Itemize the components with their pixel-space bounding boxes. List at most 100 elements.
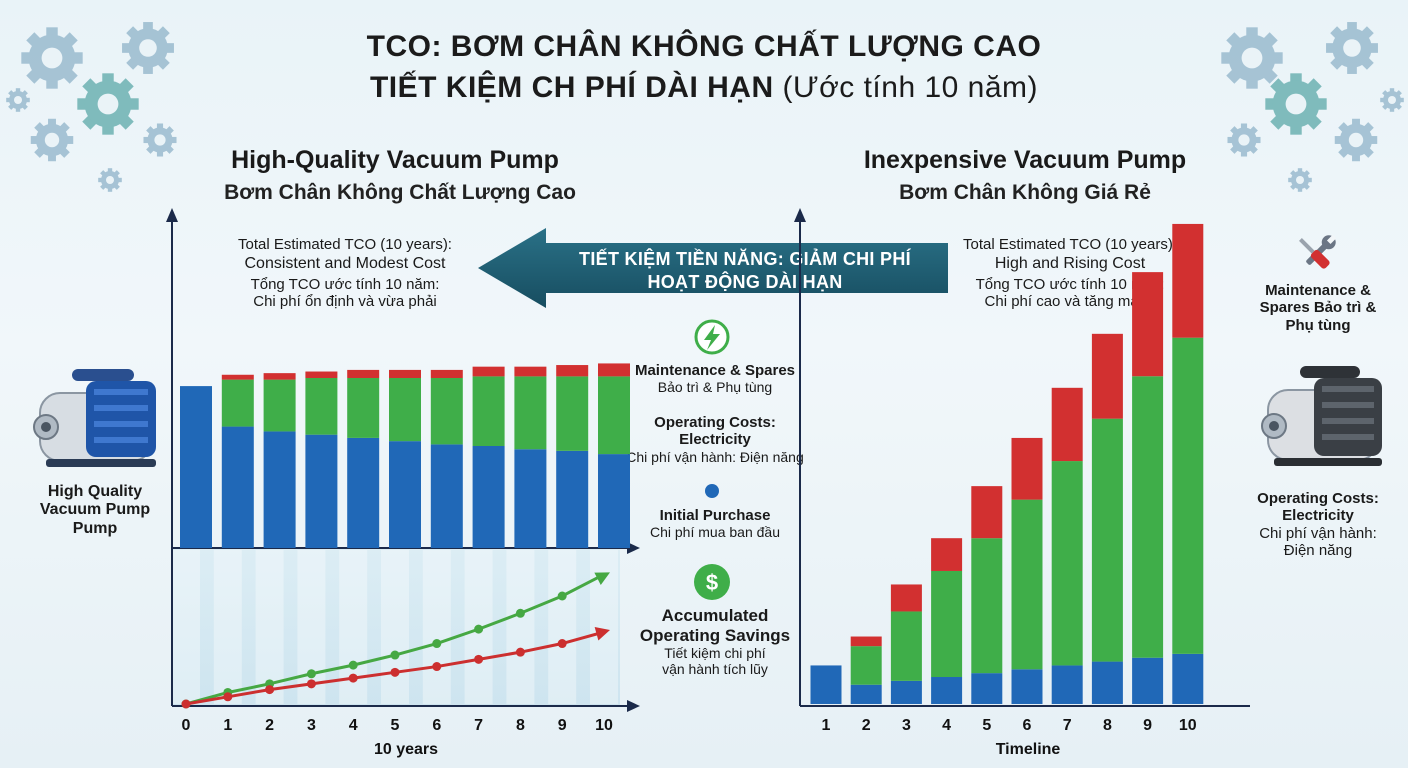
left-bar-operating-8	[514, 376, 547, 450]
left-panel-subtitle: Bơm Chân Không Chất Lượng Cao	[224, 181, 576, 204]
right-legend-operating-line-4: Điện năng	[1283, 541, 1353, 559]
right-x-tick-1: 1	[822, 717, 831, 734]
right-legend-operating-line-2: Electricity	[1282, 507, 1354, 525]
left-bar-operating-5	[389, 378, 421, 442]
left-bar-maintenance-5	[389, 369, 421, 378]
svg-text:$: $	[706, 570, 718, 595]
left-bar-operating-9	[556, 376, 589, 451]
left-x-tick-1: 1	[223, 717, 232, 734]
right-bar-maintenance-3	[890, 584, 922, 612]
left-bar-maintenance-7	[472, 366, 505, 377]
left-bar-initial-9	[556, 450, 589, 548]
right-y-axis-arrow-icon	[794, 208, 806, 222]
gear-icon	[98, 168, 122, 192]
right-legend-operating-line-1: Operating Costs:	[1257, 490, 1379, 507]
left-bar-initial-0	[180, 386, 212, 548]
right-bar-operating-5	[971, 538, 1003, 674]
right-bar-operating-2	[850, 646, 882, 685]
right-x-tick-4: 4	[942, 717, 951, 734]
pump-label-line-2: Vacuum Pump	[39, 501, 151, 519]
legend-savings: Accumulated Operating Savings Tiết kiệm …	[622, 606, 808, 677]
legend-savings-line-1: Accumulated	[661, 606, 769, 625]
right-bar-initial-9	[1132, 657, 1164, 704]
right-legend-maintenance-line-3: Phụ tùng	[1285, 316, 1351, 334]
legend-operating: Operating Costs: Electricity Chi phí vận…	[618, 414, 812, 465]
line-point-green-5	[390, 650, 400, 660]
line-point-red-2	[265, 685, 275, 695]
line-point-green-4	[348, 660, 358, 670]
line-point-green-6	[432, 639, 442, 649]
line-point-red-5	[390, 667, 400, 677]
left-note-line-3: Tổng TCO ước tính 10 năm:	[250, 275, 440, 293]
legend-initial-line-1: Initial Purchase	[659, 507, 771, 524]
right-bar-initial-2	[850, 684, 882, 704]
right-bar-maintenance-8	[1091, 333, 1123, 419]
grid-stripe	[213, 550, 242, 704]
line-point-red-9	[557, 639, 567, 649]
pump-label-line-1: High Quality	[47, 483, 143, 500]
arrow-line-1: TIẾT KIỆM TIỀN NĂNG: GIẢM CHI PHÍ	[579, 248, 912, 269]
left-pump-label: High Quality Vacuum Pump Pump	[20, 483, 170, 538]
left-bar-maintenance-8	[514, 366, 547, 377]
right-note-line-1: Total Estimated TCO (10 years):	[963, 236, 1177, 253]
left-x-axis-label: 10 years	[374, 741, 438, 758]
right-x-tick-3: 3	[902, 717, 911, 734]
left-x-tick-8: 8	[516, 717, 525, 734]
legend-initial: Initial Purchase Chi phí mua ban đầu	[622, 507, 808, 540]
left-bar-operating-6	[430, 378, 463, 445]
line-point-red-8	[515, 647, 525, 657]
left-panel-title: High-Quality Vacuum Pump	[231, 146, 559, 174]
right-bar-maintenance-5	[971, 486, 1003, 539]
grid-stripe	[422, 550, 451, 704]
left-bar-maintenance-3	[305, 371, 338, 378]
right-bar-operating-9	[1132, 376, 1164, 658]
legend-savings-line-4: vận hành tích lũy	[662, 661, 768, 678]
right-x-tick-5: 5	[982, 717, 991, 734]
arrow-shape	[478, 228, 948, 308]
legend-maintenance-line-1: Maintenance & Spares	[634, 362, 796, 379]
legend-initial-line-2: Chi phí mua ban đầu	[650, 524, 780, 541]
left-y-axis-arrow-icon	[166, 208, 178, 222]
page-title: TCO: BƠM CHÂN KHÔNG CHẤT LƯỢNG CAO TIẾT …	[200, 30, 1208, 105]
gear-icon	[1227, 123, 1261, 157]
right-bar-operating-8	[1091, 418, 1123, 662]
left-x-tick-4: 4	[349, 717, 358, 734]
grid-stripe	[172, 550, 200, 704]
left-x-tick-9: 9	[558, 717, 567, 734]
pump-label-line-3: Pump	[72, 519, 118, 537]
left-bar-maintenance-4	[347, 369, 380, 378]
left-bar-operating-2	[263, 379, 296, 432]
left-bar-maintenance-9	[556, 365, 589, 377]
dollar-icon: $	[694, 564, 730, 600]
left-bar-maintenance-2	[263, 373, 296, 380]
right-legend-operating-line-3: Chi phí vận hành:	[1259, 524, 1377, 542]
left-line-chart: 0 1 2 3 4 5 6 7 8 9 10	[181, 572, 613, 734]
left-bar-operating-3	[305, 378, 338, 435]
left-bar-initial-1	[221, 426, 254, 548]
left-bar-initial-10	[598, 454, 630, 548]
legend-savings-line-3: Tiết kiệm chi phí	[664, 645, 766, 662]
right-x-tick-7: 7	[1063, 717, 1072, 734]
gear-icon	[1265, 73, 1327, 135]
right-legend-maintenance-line-2: Spares Bảo trì &	[1259, 299, 1377, 317]
right-bar-operating-7	[1051, 461, 1083, 666]
left-x-axis-arrow-icon	[627, 700, 640, 712]
right-panel-title: Inexpensive Vacuum Pump	[863, 146, 1187, 174]
left-bar-baseline-arrow-icon	[627, 542, 640, 554]
left-note-line-1: Total Estimated TCO (10 years):	[238, 236, 452, 253]
left-bar-chart	[180, 363, 630, 548]
right-note-line-2: High and Rising Cost	[994, 255, 1146, 273]
right-panel-subtitle: Bơm Chân Không Giá Rẻ	[899, 181, 1151, 204]
right-x-tick-8: 8	[1103, 717, 1112, 734]
left-bar-initial-2	[263, 431, 296, 548]
gear-icon	[1288, 168, 1312, 192]
right-bar-initial-6	[1011, 669, 1043, 704]
savings-arrow: TIẾT KIỆM TIỀN NĂNG: GIẢM CHI PHÍ HOẠT Đ…	[478, 228, 948, 308]
left-bar-operating-1	[221, 379, 254, 427]
gear-icon	[1334, 118, 1378, 162]
right-tco-note: Total Estimated TCO (10 years): High and…	[930, 236, 1210, 310]
left-bar-operating-10	[598, 376, 630, 455]
right-bar-operating-3	[890, 611, 922, 681]
right-x-tick-10: 10	[1179, 717, 1197, 734]
